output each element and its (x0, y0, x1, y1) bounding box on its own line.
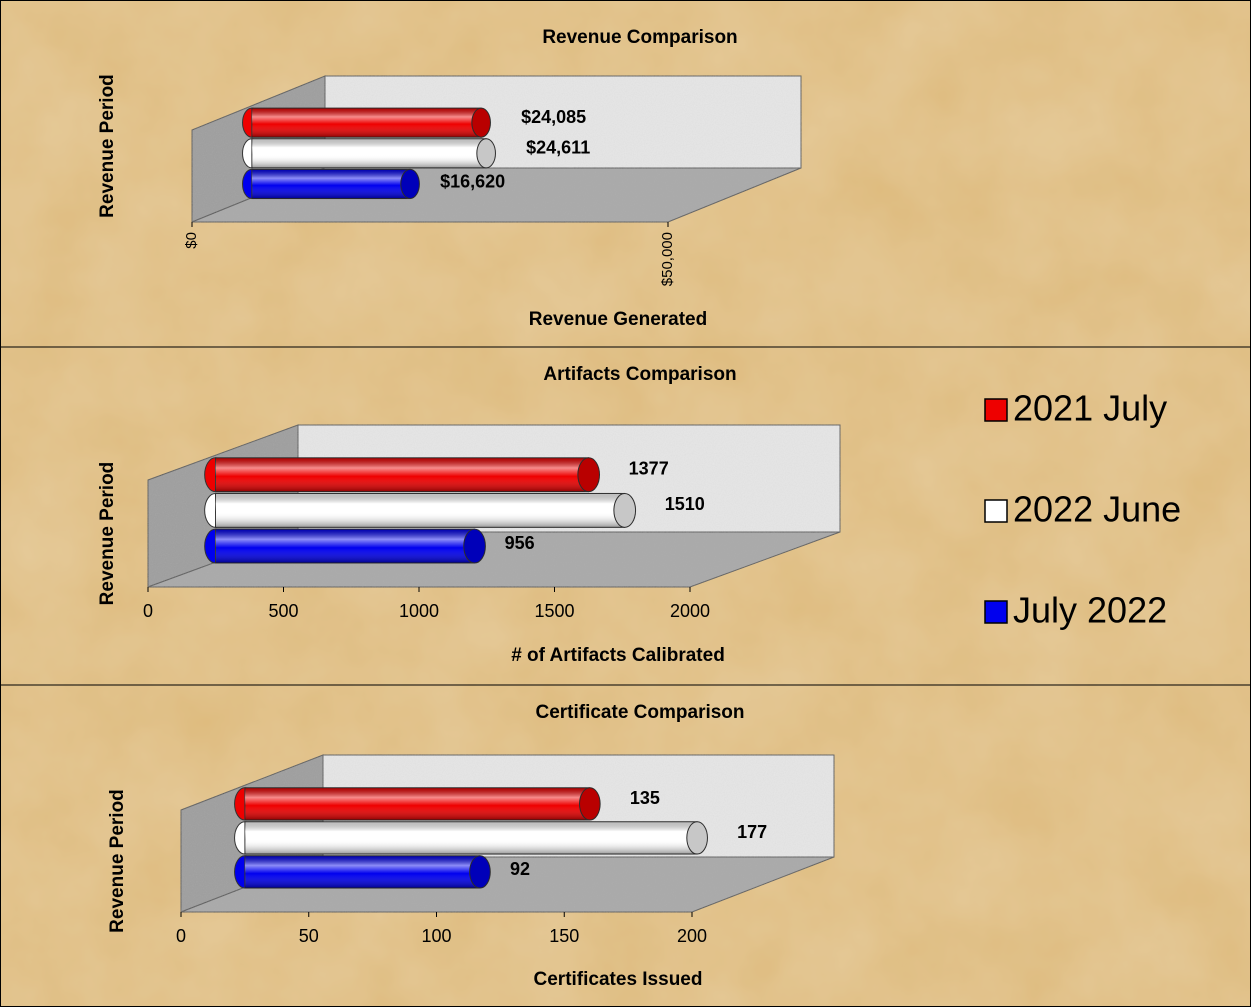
data-label: $16,620 (440, 171, 505, 191)
bar-cap-shade (686, 821, 708, 855)
data-label: 135 (630, 788, 660, 808)
x-tick-label: 0 (176, 926, 186, 946)
legend-swatch (984, 600, 1008, 624)
x-tick-label: 1500 (534, 601, 574, 621)
x-tick-label: 150 (549, 926, 579, 946)
chart-title: Revenue Comparison (542, 27, 737, 48)
bar-cap-shade (476, 138, 496, 168)
data-label: $24,085 (521, 107, 586, 127)
bar-cap-shade (577, 457, 600, 492)
legend-label: July 2022 (1013, 590, 1167, 631)
bar-cap-shade (471, 108, 491, 138)
bar-cap (577, 457, 601, 493)
bar-cap (400, 168, 420, 200)
bar-cap (463, 528, 486, 564)
x-tick-label: 1000 (399, 601, 439, 621)
bar-shading (251, 138, 487, 168)
y-axis-title: Revenue Period (97, 74, 118, 218)
x-tick-label: 500 (268, 601, 298, 621)
legend-label: 2022 June (1013, 489, 1181, 530)
legend-label: 2021 July (1013, 388, 1167, 429)
legend-swatch (984, 398, 1008, 422)
bar-cap (469, 855, 491, 889)
x-tick-label: 50 (299, 926, 319, 946)
data-label: 956 (505, 533, 535, 553)
bar-shading (215, 457, 589, 492)
legend-swatch (984, 499, 1008, 523)
data-label: $24,611 (526, 138, 590, 158)
bar-shading (215, 493, 625, 528)
x-axis-title: Certificates Issued (534, 969, 703, 990)
bar-cap (471, 107, 491, 138)
bar-cap (613, 492, 637, 528)
bar-shading (251, 169, 411, 199)
bar-cap-shade (613, 493, 636, 528)
x-tick-label: 100 (421, 926, 451, 946)
bar-cap (686, 821, 708, 855)
data-label: 177 (737, 822, 767, 842)
bar-shading (215, 529, 475, 564)
bar-shading (244, 855, 480, 889)
y-axis-title: Revenue Period (107, 789, 128, 933)
bar-shading (244, 821, 698, 855)
x-tick-label: 200 (677, 926, 707, 946)
bar-shading (251, 108, 482, 138)
y-axis-title: Revenue Period (97, 462, 118, 606)
x-tick-label: $50,000 (659, 232, 676, 286)
bar-cap-shade (400, 169, 420, 199)
bar-cap-shade (463, 529, 486, 564)
x-tick-label: $0 (183, 232, 200, 249)
bar-cap-shade (469, 855, 491, 889)
x-axis-title: # of Artifacts Calibrated (511, 645, 725, 666)
chart-title: Artifacts Comparison (543, 364, 736, 385)
bar-cap-shade (579, 787, 601, 821)
bar-cap (476, 138, 496, 169)
x-axis-title: Revenue Generated (529, 309, 707, 330)
data-label: 1510 (665, 494, 705, 514)
x-tick-label: 2000 (670, 601, 710, 621)
data-label: 92 (510, 859, 530, 879)
x-tick-label: 0 (143, 601, 153, 621)
bar-cap (578, 787, 601, 821)
data-label: 1377 (629, 458, 669, 478)
chart-title: Certificate Comparison (535, 702, 744, 723)
bar-shading (244, 787, 590, 821)
